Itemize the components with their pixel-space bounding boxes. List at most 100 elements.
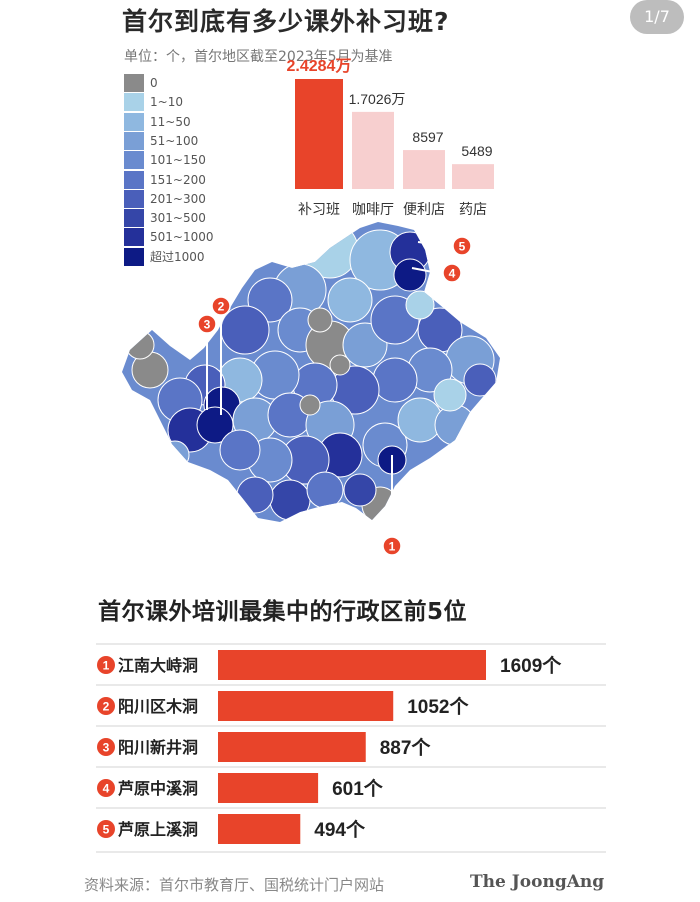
legend-label: 11~50 bbox=[150, 114, 191, 129]
map-marker: 1 bbox=[382, 455, 402, 556]
legend-item: 11~50 bbox=[124, 112, 191, 131]
category-label: 便利店 bbox=[403, 202, 445, 218]
category-bar bbox=[403, 150, 445, 189]
marker-number: 1 bbox=[389, 540, 396, 554]
rank-circle bbox=[97, 779, 115, 797]
rank-number: 5 bbox=[103, 823, 110, 837]
category-value-label: 8597 bbox=[412, 129, 443, 145]
map-district bbox=[196, 406, 234, 444]
ranking-value-label: 887个 bbox=[380, 737, 432, 759]
district-name: 芦原上溪洞 bbox=[118, 820, 198, 839]
legend-item: 超过1000 bbox=[124, 247, 205, 266]
source-note: 资料来源：首尔市教育厅、国税统计门户网站 bbox=[84, 876, 385, 894]
marker-circle bbox=[197, 314, 217, 334]
legend-item: 501~1000 bbox=[124, 228, 214, 247]
legend-label: 51~100 bbox=[150, 133, 199, 148]
district-name: 芦原中溪洞 bbox=[118, 779, 198, 798]
marker-number: 3 bbox=[204, 318, 211, 332]
legend-swatch bbox=[124, 228, 144, 247]
legend-item: 151~200 bbox=[124, 170, 206, 189]
legend-item: 301~500 bbox=[124, 209, 206, 228]
legend-label: 1~10 bbox=[150, 95, 183, 110]
category-label: 药店 bbox=[459, 202, 487, 218]
category-label: 补习班 bbox=[298, 202, 340, 218]
ranking-bar bbox=[218, 650, 486, 680]
legend-label: 0 bbox=[150, 76, 158, 90]
rank-circle bbox=[97, 820, 115, 838]
district-name: 阳川区木洞 bbox=[118, 697, 198, 716]
legend-swatch bbox=[124, 131, 144, 150]
ranking-value-label: 1052个 bbox=[407, 696, 469, 718]
map-district bbox=[306, 471, 344, 509]
category-value-label: 5489 bbox=[461, 143, 492, 159]
rank-number: 4 bbox=[103, 782, 110, 796]
map-district bbox=[220, 305, 270, 355]
map-district bbox=[236, 476, 274, 514]
category-value-label: 1.7026万 bbox=[349, 91, 406, 107]
ranking-value-label: 601个 bbox=[332, 778, 384, 800]
rank-circle bbox=[97, 738, 115, 756]
legend-item: 51~100 bbox=[124, 131, 198, 150]
ranking-bar bbox=[218, 773, 319, 803]
seoul-map bbox=[122, 222, 500, 522]
map-district bbox=[219, 429, 261, 471]
legend-item: 101~150 bbox=[124, 151, 206, 170]
marker-circle bbox=[382, 536, 402, 556]
category-value-label: 2.4284万 bbox=[287, 58, 352, 75]
map-district bbox=[343, 473, 377, 507]
ranking-bar-chart: 1 江南大峙洞 1609个 2 阳川区木洞 1052个 3 阳川新井洞 887个 4 芦原中溪洞 60… bbox=[96, 643, 606, 853]
map-district bbox=[372, 357, 418, 403]
map-district bbox=[307, 307, 333, 333]
rank-number: 2 bbox=[103, 700, 110, 714]
legend-swatch bbox=[124, 151, 144, 170]
page-indicator[interactable]: 1/7 bbox=[630, 0, 684, 34]
map-districts bbox=[125, 222, 497, 522]
ranking-value-label: 494个 bbox=[314, 819, 366, 841]
legend-swatch bbox=[124, 112, 144, 131]
district-name: 阳川新井洞 bbox=[118, 738, 198, 757]
legend-item: 1~10 bbox=[124, 93, 183, 112]
legend-swatch bbox=[124, 74, 144, 92]
category-bar bbox=[452, 164, 494, 189]
rank-number: 1 bbox=[103, 659, 110, 673]
ranking-value-label: 1609个 bbox=[500, 655, 562, 677]
category-bar bbox=[352, 111, 394, 189]
map-district bbox=[327, 277, 373, 323]
map-marker: 2 bbox=[211, 296, 231, 415]
legend-label: 超过1000 bbox=[150, 249, 205, 264]
district-name: 江南大峙洞 bbox=[118, 656, 198, 675]
map-district bbox=[125, 330, 155, 360]
map-district bbox=[433, 378, 467, 412]
legend-swatch bbox=[124, 93, 144, 112]
ranking-title: 首尔课外培训最集中的行政区前5位 bbox=[98, 599, 468, 625]
chart-title: 首尔到底有多少课外补习班? bbox=[122, 7, 450, 36]
legend-swatch bbox=[124, 189, 144, 208]
ranking-bar bbox=[218, 732, 366, 762]
map-district bbox=[269, 479, 311, 521]
map-marker: 3 bbox=[197, 314, 217, 410]
marker-leader bbox=[417, 241, 449, 247]
legend-swatch bbox=[124, 209, 144, 228]
chart-subtitle: 单位：个，首尔地区截至2023年5月为基准 bbox=[124, 49, 393, 65]
marker-circle bbox=[211, 296, 231, 316]
legend-label: 301~500 bbox=[150, 211, 206, 226]
marker-number: 5 bbox=[459, 240, 466, 254]
map-district bbox=[405, 290, 435, 320]
legend-label: 101~150 bbox=[150, 153, 206, 168]
map-district bbox=[463, 363, 497, 397]
legend-item: 0 bbox=[124, 74, 158, 92]
legend-item: 201~300 bbox=[124, 189, 206, 208]
rank-circle bbox=[97, 697, 115, 715]
legend-swatch bbox=[124, 247, 144, 266]
map-district bbox=[329, 354, 351, 376]
map-district bbox=[299, 394, 321, 416]
marker-number: 2 bbox=[218, 300, 225, 314]
map-marker: 5 bbox=[417, 236, 472, 256]
rank-number: 3 bbox=[103, 741, 110, 755]
legend-label: 501~1000 bbox=[150, 230, 214, 245]
rank-circle bbox=[97, 656, 115, 674]
ranking-bar bbox=[218, 814, 301, 844]
brand-logo: The JoongAng bbox=[470, 872, 605, 892]
